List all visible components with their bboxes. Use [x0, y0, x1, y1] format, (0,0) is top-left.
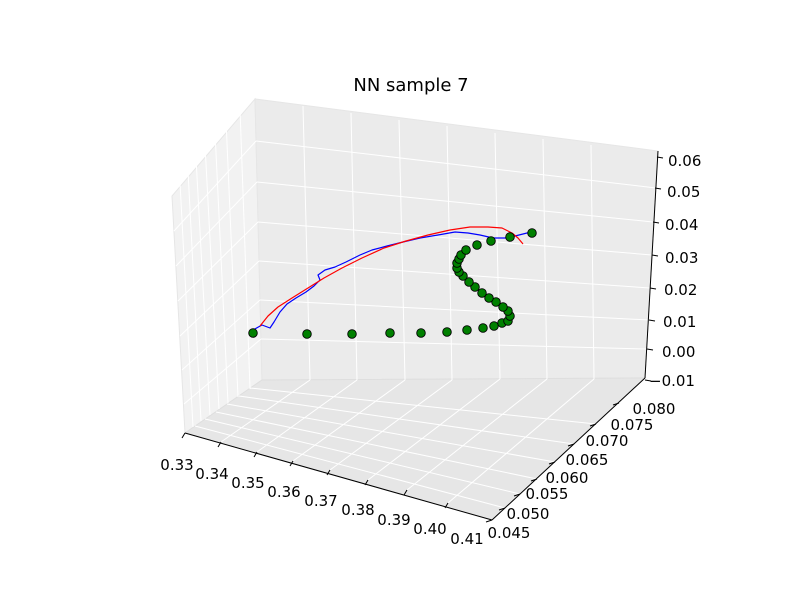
data-point-marker: [416, 328, 426, 338]
data-point-marker: [385, 328, 395, 338]
x-tick-label: 0.36: [267, 483, 300, 501]
grid-lines: [173, 105, 657, 509]
y-tick-label: 0.070: [586, 432, 629, 450]
data-point-marker: [484, 293, 494, 303]
x-axis-line: [184, 432, 493, 521]
data-point-marker: [302, 329, 312, 339]
data-point-marker: [248, 328, 258, 338]
data-point-marker: [489, 321, 499, 331]
data-point-marker: [470, 282, 480, 292]
chart-title: NN sample 7: [353, 75, 468, 96]
y-tick-label: 0.065: [566, 451, 609, 469]
floor-pane: [183, 377, 647, 521]
data-point-marker: [486, 236, 496, 246]
y-tick-label: 0.075: [611, 416, 654, 434]
data-point-marker: [498, 302, 508, 312]
z-tick-label: 0.01: [663, 313, 696, 331]
data-point-marker: [347, 329, 357, 339]
z-tick-label: 0.05: [667, 183, 700, 201]
y-tick-label: 0.080: [633, 400, 676, 418]
y-tick-label: 0.045: [488, 524, 531, 542]
x-tick-labels: 0.33 0.34 0.35 0.36 0.37 0.38 0.39 0.40 …: [160, 456, 483, 548]
x-tick-label: 0.37: [304, 492, 337, 510]
series-line-0: [252, 231, 534, 331]
data-point-marker: [477, 288, 487, 298]
x-tick-label: 0.35: [231, 474, 264, 492]
x-tick-label: 0.39: [377, 511, 410, 529]
z-tick-label: 0.03: [665, 249, 698, 267]
data-point-marker: [464, 277, 474, 287]
data-point-marker: [527, 228, 537, 238]
y-tick-label: 0.055: [526, 485, 569, 503]
axis-lines: [184, 150, 659, 521]
data-point-marker: [462, 325, 472, 335]
z-tick-labels: −0.01 0.00 0.01 0.02 0.03 0.04 0.05 0.06: [649, 152, 701, 390]
z-tick-label: −0.01: [649, 372, 695, 390]
y-tick-labels: 0.045 0.050 0.055 0.060 0.065 0.070 0.07…: [488, 400, 676, 542]
x-tick-label: 0.33: [160, 456, 193, 474]
data-point-marker: [491, 297, 501, 307]
z-tick-label: 0.02: [664, 281, 697, 299]
z-tick-label: 0.06: [668, 152, 701, 170]
series-line-1: [259, 226, 524, 327]
z-tick-label: 0.04: [665, 216, 698, 234]
y-tick-label: 0.060: [546, 469, 589, 487]
z-tick-label: 0.00: [662, 343, 695, 361]
y-tick-label: 0.050: [507, 505, 550, 523]
data-point-marker: [472, 240, 482, 250]
y-axis-line: [491, 377, 646, 521]
z-axis-line: [644, 150, 659, 379]
x-tick-label: 0.40: [413, 520, 446, 538]
data-point-marker: [505, 232, 515, 242]
x-tick-label: 0.34: [195, 465, 228, 483]
back-pane: [254, 98, 659, 381]
data-point-marker: [478, 323, 488, 333]
tick-marks: [181, 156, 664, 523]
data-point-marker: [442, 327, 452, 337]
x-tick-label: 0.41: [450, 530, 483, 548]
series-layer: [248, 226, 537, 339]
data-point-marker: [461, 245, 471, 255]
x-tick-label: 0.38: [341, 501, 374, 519]
